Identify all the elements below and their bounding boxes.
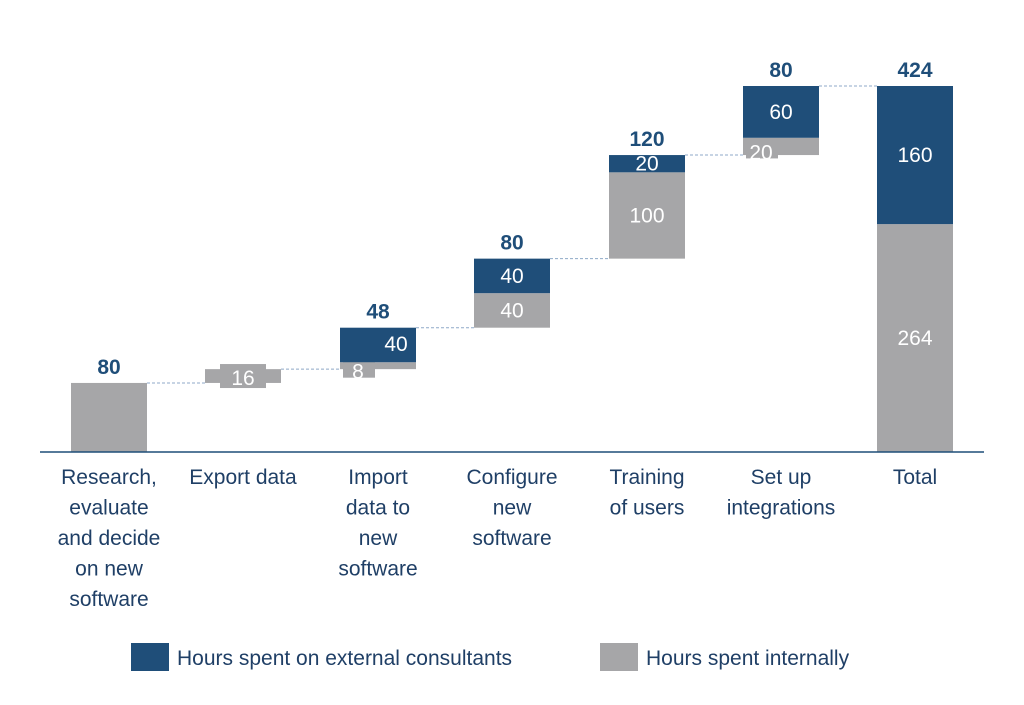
bar-segment-external xyxy=(340,327,416,363)
bar-segment-internal xyxy=(474,293,550,328)
segment-label-external: 20 xyxy=(635,153,658,176)
segment-label-external: 40 xyxy=(384,333,407,356)
legend-label-external: Hours spent on external consultants xyxy=(177,647,512,670)
bar-segment-external xyxy=(609,155,685,173)
category-label: Set up integrations xyxy=(727,466,836,520)
category-label: Export data xyxy=(189,466,297,489)
category-label: Research, evaluate and decide on new softwar… xyxy=(58,466,161,611)
bar-segment-internal-label-plate xyxy=(343,357,375,378)
segment-label-internal: 20 xyxy=(749,141,772,164)
bar-total-label: 80 xyxy=(769,59,792,82)
bar-segment-external xyxy=(474,258,550,294)
segment-label-external: 160 xyxy=(897,144,932,167)
bar-segment-external xyxy=(743,86,819,138)
category-label: Configure new software xyxy=(466,466,557,550)
bar-segment-external xyxy=(877,86,953,225)
segment-label-external: 60 xyxy=(769,101,792,124)
segment-label-internal: 264 xyxy=(897,327,932,350)
category-label: Import data to new software xyxy=(338,466,417,581)
bar-segment-internal-label-plate xyxy=(746,138,778,159)
bar-total-label: 424 xyxy=(897,59,932,82)
bar-total-label: 120 xyxy=(629,128,664,151)
bar-segment-internal xyxy=(340,362,416,370)
legend-swatch-internal xyxy=(600,643,638,671)
bar-segment-internal xyxy=(877,224,953,452)
bar-segment-internal xyxy=(71,382,147,452)
segment-label-internal: 100 xyxy=(629,204,664,227)
bar-total-label: 80 xyxy=(97,356,120,379)
category-label: Total xyxy=(893,466,937,489)
segment-label-external: 40 xyxy=(500,265,523,288)
segment-label-internal: 8 xyxy=(352,361,364,384)
segment-label-internal: 40 xyxy=(500,299,523,322)
bar-segment-internal xyxy=(609,172,685,259)
bar-total-label: 80 xyxy=(500,232,523,255)
bar-total-label: 48 xyxy=(366,301,390,324)
legend-label-internal: Hours spent internally xyxy=(646,647,850,670)
segment-label-internal: 16 xyxy=(231,367,254,390)
legend-swatch-external xyxy=(131,643,169,671)
category-label: Training of users xyxy=(609,466,684,520)
bar-segment-internal-label-plate xyxy=(220,364,266,389)
